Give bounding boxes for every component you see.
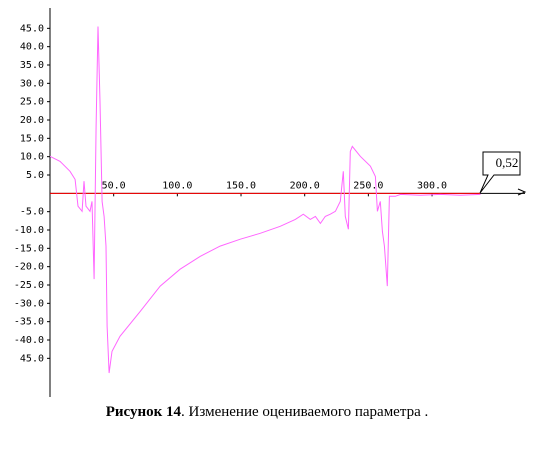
y-tick-label: 30.0 bbox=[20, 78, 44, 89]
y-tick-label: -20.0 bbox=[14, 262, 44, 273]
caption-label: Рисунок 14 bbox=[106, 404, 182, 420]
y-tick-label: 35.0 bbox=[20, 60, 44, 71]
data-line bbox=[49, 26, 481, 374]
y-tick-label: 45.0 bbox=[20, 23, 44, 34]
y-tick-label: -10.0 bbox=[14, 225, 44, 236]
x-tick-label: 150.0 bbox=[226, 180, 256, 191]
x-tick-label: 250.0 bbox=[353, 180, 383, 191]
y-tick-label: 25.0 bbox=[20, 97, 44, 108]
y-tick-label: -30.0 bbox=[14, 298, 44, 309]
caption-text: . Изменение оцениваемого параметра . bbox=[181, 404, 428, 420]
y-tick-label: 10.0 bbox=[20, 152, 44, 163]
annotation: 0,52 bbox=[496, 155, 519, 170]
x-tick-label: 100.0 bbox=[162, 180, 192, 191]
x-tick-label: 50.0 bbox=[102, 180, 126, 191]
y-tick-label: -35.0 bbox=[14, 317, 44, 328]
y-tick-label: 40.0 bbox=[20, 42, 44, 53]
y-tick-label: 15.0 bbox=[20, 133, 44, 144]
y-tick-label: -15.0 bbox=[14, 243, 44, 254]
y-tick-label: -5.0 bbox=[20, 207, 44, 218]
x-axis-arrow bbox=[517, 188, 527, 196]
y-tick-label: -25.0 bbox=[14, 280, 44, 291]
y-tick-label: 20.0 bbox=[20, 115, 44, 126]
caption: Рисунок 14. Изменение оцениваемого парам… bbox=[106, 404, 429, 420]
y-tick-label: 5.0 bbox=[26, 170, 44, 181]
x-tick-label: 300.0 bbox=[417, 180, 447, 191]
y-tick-label: -40.0 bbox=[14, 335, 44, 346]
x-tick-label: 200.0 bbox=[290, 180, 320, 191]
y-tick-label: 45.0 bbox=[20, 353, 44, 364]
